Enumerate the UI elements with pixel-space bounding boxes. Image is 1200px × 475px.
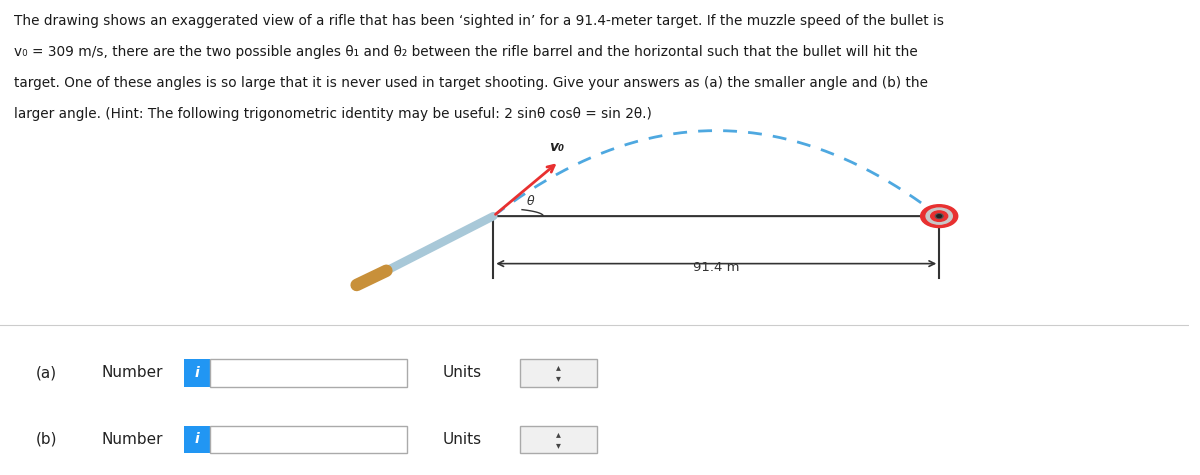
FancyBboxPatch shape — [210, 359, 407, 387]
Text: ▾: ▾ — [556, 440, 560, 450]
FancyBboxPatch shape — [210, 426, 407, 453]
Text: (a): (a) — [36, 365, 56, 380]
FancyBboxPatch shape — [520, 359, 596, 387]
Text: ▾: ▾ — [556, 373, 560, 384]
Text: ▴: ▴ — [556, 362, 560, 372]
FancyBboxPatch shape — [185, 426, 210, 453]
Text: Units: Units — [443, 365, 481, 380]
FancyBboxPatch shape — [185, 359, 210, 387]
Text: v₀: v₀ — [550, 141, 564, 154]
Text: larger angle. (Hint: The following trigonometric identity may be useful: 2 sinθ : larger angle. (Hint: The following trigo… — [14, 107, 652, 121]
Text: Number: Number — [101, 365, 162, 380]
Text: v₀ = 309 m/s, there are the two possible angles θ₁ and θ₂ between the rifle barr: v₀ = 309 m/s, there are the two possible… — [14, 45, 918, 59]
Text: 91.4 m: 91.4 m — [694, 261, 739, 274]
Text: target. One of these angles is so large that it is never used in target shooting: target. One of these angles is so large … — [14, 76, 929, 90]
Text: The drawing shows an exaggerated view of a rifle that has been ‘sighted in’ for : The drawing shows an exaggerated view of… — [14, 14, 944, 28]
Ellipse shape — [937, 215, 942, 218]
Ellipse shape — [931, 211, 948, 221]
Text: i: i — [194, 366, 199, 380]
Ellipse shape — [935, 214, 943, 218]
FancyBboxPatch shape — [520, 426, 596, 453]
Text: Number: Number — [101, 432, 162, 447]
Text: θ: θ — [527, 195, 534, 208]
Ellipse shape — [920, 205, 958, 228]
Text: ▴: ▴ — [556, 428, 560, 439]
Text: Units: Units — [443, 432, 481, 447]
Ellipse shape — [926, 208, 953, 224]
Text: i: i — [194, 432, 199, 446]
Text: (b): (b) — [36, 432, 58, 447]
